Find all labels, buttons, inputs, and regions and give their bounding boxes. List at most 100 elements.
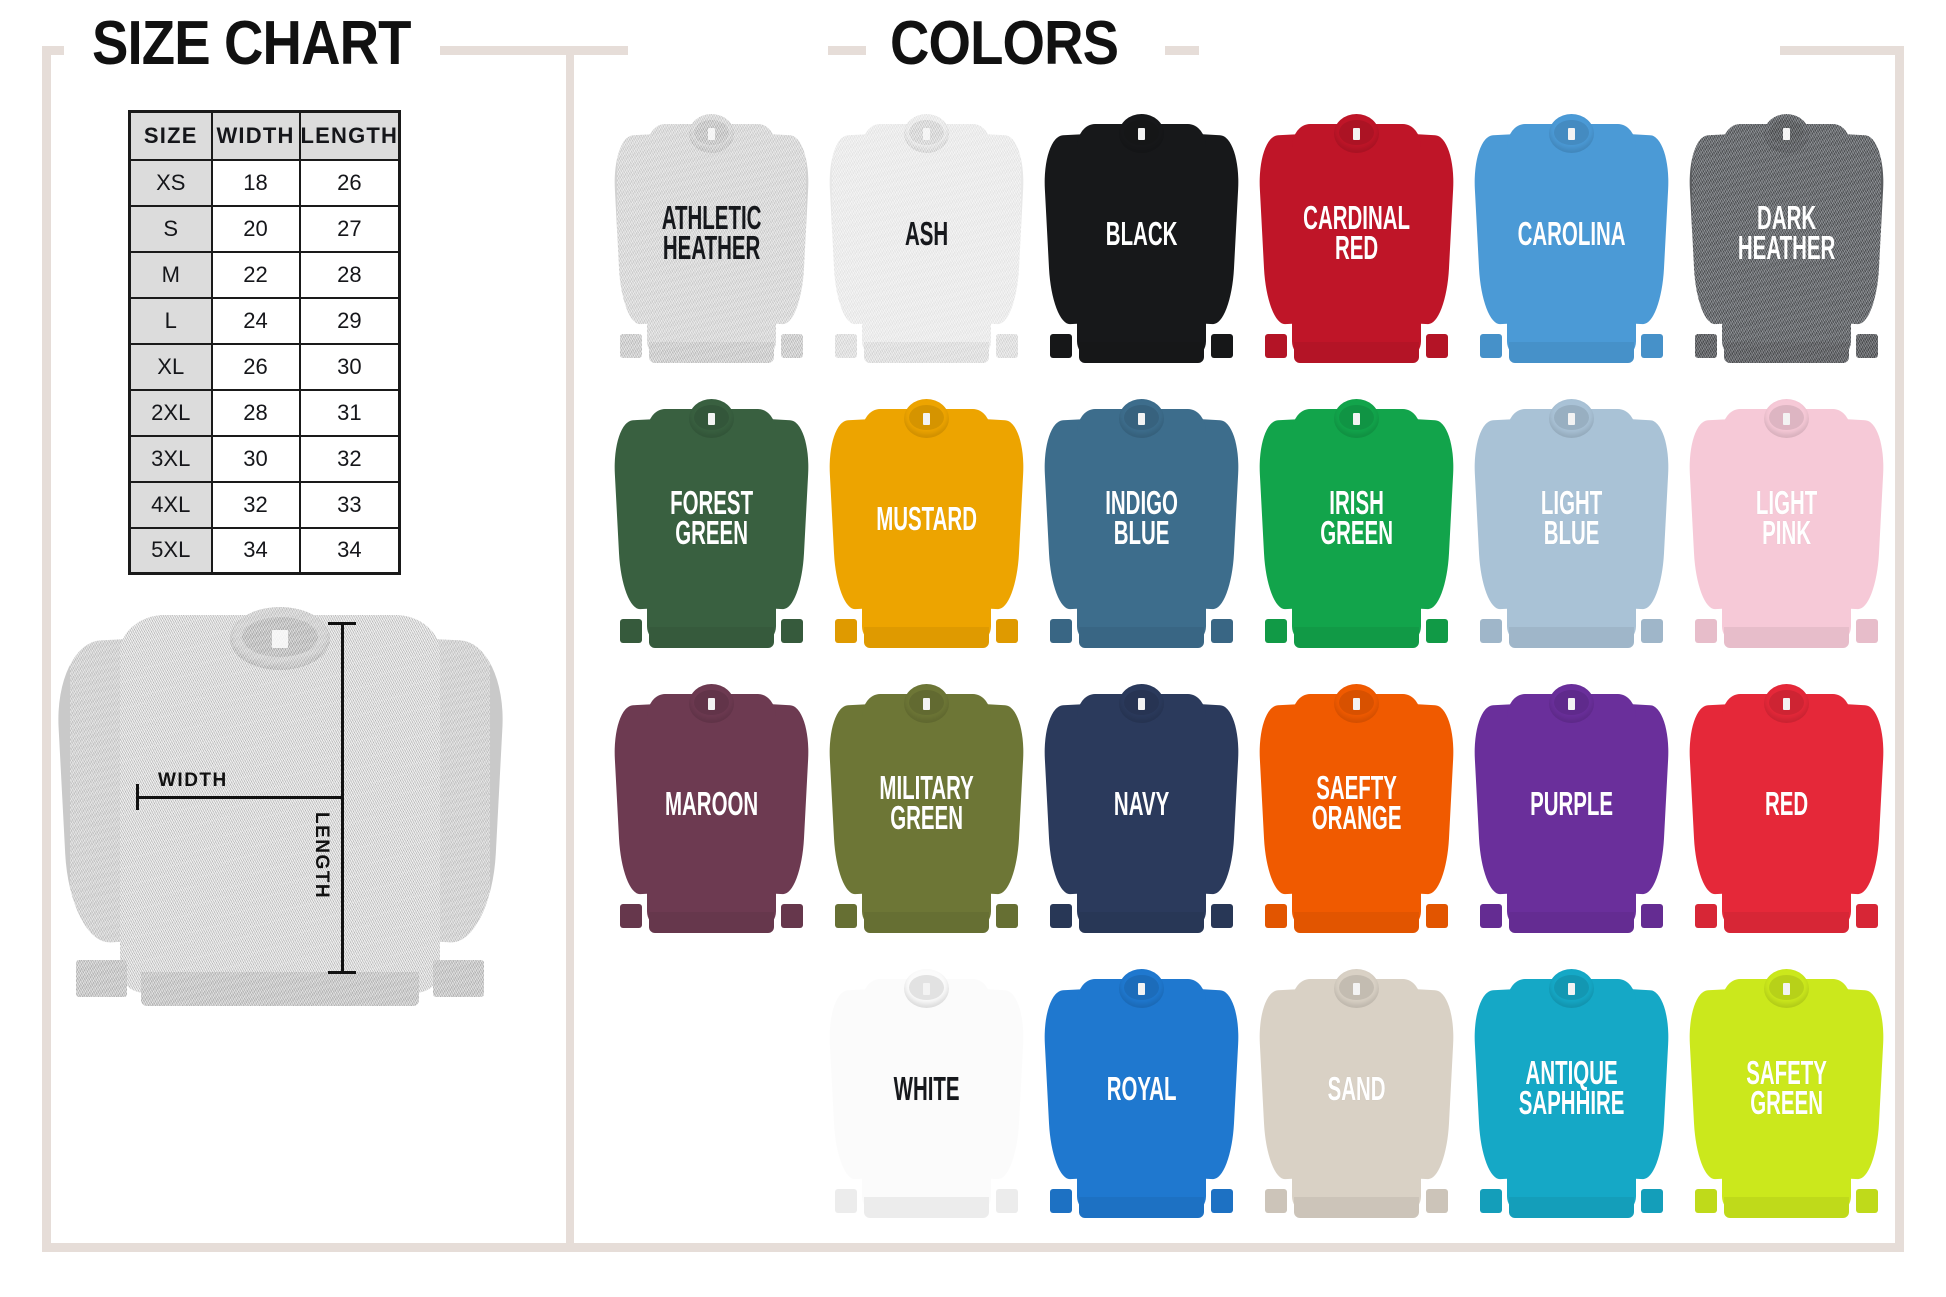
cell-width: 34 xyxy=(210,526,301,575)
color-swatch-saefty-orange[interactable]: SAEFTY ORANGE xyxy=(1249,662,1464,947)
table-row: L 24 29 xyxy=(128,296,401,345)
neck-tag xyxy=(272,629,288,649)
neck-tag xyxy=(1353,128,1360,140)
cuff-left xyxy=(1264,334,1288,358)
table-row: XL 26 30 xyxy=(128,342,401,391)
colors-title: COLORS xyxy=(890,9,1119,78)
color-swatch-antique-saphhire[interactable]: ANTIQUE SAPHHIRE xyxy=(1464,947,1679,1232)
swatch-inner: SAND xyxy=(1256,958,1456,1220)
table-row: M 22 28 xyxy=(128,250,401,299)
color-swatch-forest-green[interactable]: FOREST GREEN xyxy=(604,377,819,662)
sweatshirt-illustration: WHITE xyxy=(826,958,1026,1220)
color-swatch-white[interactable]: WHITE xyxy=(819,947,1034,1232)
width-dimension-line xyxy=(136,796,344,799)
cell-width: 18 xyxy=(210,158,301,207)
cuff-left xyxy=(1049,904,1073,928)
measurement-diagram: WIDTH LENGTH xyxy=(53,590,507,1010)
cell-width: 32 xyxy=(210,480,301,529)
table-header-row: SIZE WIDTH LENGTH xyxy=(128,110,401,161)
color-swatch-purple[interactable]: PURPLE xyxy=(1464,662,1679,947)
shirt-hem xyxy=(864,912,989,933)
cuff-right xyxy=(1210,619,1234,643)
shirt-body xyxy=(647,694,776,926)
shirt-body xyxy=(1077,694,1206,926)
cell-length: 33 xyxy=(298,480,401,529)
shirt-hem xyxy=(1509,912,1634,933)
neck-tag xyxy=(1783,698,1790,710)
sweatshirt-illustration: MILITARY GREEN xyxy=(826,673,1026,935)
color-swatch-navy[interactable]: NAVY xyxy=(1034,662,1249,947)
shirt-body xyxy=(1292,694,1421,926)
cuff-left xyxy=(1049,334,1073,358)
swatch-inner: CAROLINA xyxy=(1471,103,1671,365)
cuff-right xyxy=(1425,904,1449,928)
shirt-hem xyxy=(864,1197,989,1218)
shirt-hem xyxy=(1724,912,1849,933)
cuff-right xyxy=(1425,619,1449,643)
shirt-hem xyxy=(1509,1197,1634,1218)
shirt-hem xyxy=(1294,627,1419,648)
shirt-body xyxy=(1077,409,1206,641)
color-swatch-safety-green[interactable]: SAFETY GREEN xyxy=(1679,947,1894,1232)
cuff-right xyxy=(1855,334,1879,358)
color-swatch-black[interactable]: BLACK xyxy=(1034,92,1249,377)
sweatshirt-illustration: ATHLETIC HEATHER xyxy=(611,103,811,366)
neck-tag xyxy=(708,413,715,425)
sweatshirt-illustration: ASH xyxy=(826,103,1026,366)
shirt-body xyxy=(1077,124,1206,356)
color-swatch-light-pink[interactable]: LIGHT PINK xyxy=(1679,377,1894,662)
shirt-body xyxy=(1722,979,1851,1211)
cell-length: 26 xyxy=(298,158,401,207)
column-header-length: LENGTH xyxy=(298,110,401,161)
neck-tag xyxy=(1138,698,1145,710)
color-swatch-cardinal-red[interactable]: CARDINAL RED xyxy=(1249,92,1464,377)
color-swatch-irish-green[interactable]: IRISH GREEN xyxy=(1249,377,1464,662)
cuff-left xyxy=(1694,619,1718,643)
color-swatch-dark-heather[interactable]: DARK HEATHER xyxy=(1679,92,1894,377)
color-swatch-light-blue[interactable]: LIGHT BLUE xyxy=(1464,377,1679,662)
shirt-body xyxy=(1077,979,1206,1211)
frame-border-top-segment-2 xyxy=(440,46,628,55)
color-swatch-military-green[interactable]: MILITARY GREEN xyxy=(819,662,1034,947)
cuff-left xyxy=(1694,904,1718,928)
color-swatch-indigo-blue[interactable]: INDIGO BLUE xyxy=(1034,377,1249,662)
swatch-inner: CARDINAL RED xyxy=(1256,103,1456,365)
cell-size: L xyxy=(128,296,213,345)
cuff-left xyxy=(1264,619,1288,643)
color-swatch-carolina[interactable]: CAROLINA xyxy=(1464,92,1679,377)
shirt-hem xyxy=(1294,912,1419,933)
color-swatch-maroon[interactable]: MAROON xyxy=(604,662,819,947)
color-swatch-mustard[interactable]: MUSTARD xyxy=(819,377,1034,662)
color-swatch-ash[interactable]: ASH xyxy=(819,92,1034,377)
color-swatch-royal[interactable]: ROYAL xyxy=(1034,947,1249,1232)
neck-tag xyxy=(1138,413,1145,425)
length-dimension-line xyxy=(341,622,344,974)
shirt-hem xyxy=(1509,627,1634,648)
cuff-left xyxy=(834,619,858,643)
cuff-right xyxy=(1210,334,1234,358)
shirt-body xyxy=(1722,409,1851,641)
frame-border-left xyxy=(42,46,51,1252)
swatch-inner: BLACK xyxy=(1041,103,1241,365)
color-swatch-red[interactable]: RED xyxy=(1679,662,1894,947)
shirt-hem xyxy=(649,342,774,363)
frame-border-top-segment-3 xyxy=(828,46,866,55)
cuff-right xyxy=(1855,904,1879,928)
swatch-inner: IRISH GREEN xyxy=(1256,388,1456,650)
sweatshirt-illustration: ANTIQUE SAPHHIRE xyxy=(1471,958,1671,1220)
shirt-body xyxy=(120,615,440,994)
sweatshirt-illustration: SAEFTY ORANGE xyxy=(1256,673,1456,935)
swatch-inner: DARK HEATHER xyxy=(1686,103,1886,366)
cell-size: XL xyxy=(128,342,213,391)
cuff-right xyxy=(995,334,1019,358)
cuff-right xyxy=(995,619,1019,643)
cell-size: XS xyxy=(128,158,213,207)
sweatshirt-illustration: LIGHT PINK xyxy=(1686,388,1886,650)
color-swatch-athletic-heather[interactable]: ATHLETIC HEATHER xyxy=(604,92,819,377)
cuff-left xyxy=(1479,619,1503,643)
cuff-right xyxy=(1640,334,1664,358)
column-header-size: SIZE xyxy=(128,110,213,161)
width-label: WIDTH xyxy=(158,770,228,791)
color-swatch-sand[interactable]: SAND xyxy=(1249,947,1464,1232)
